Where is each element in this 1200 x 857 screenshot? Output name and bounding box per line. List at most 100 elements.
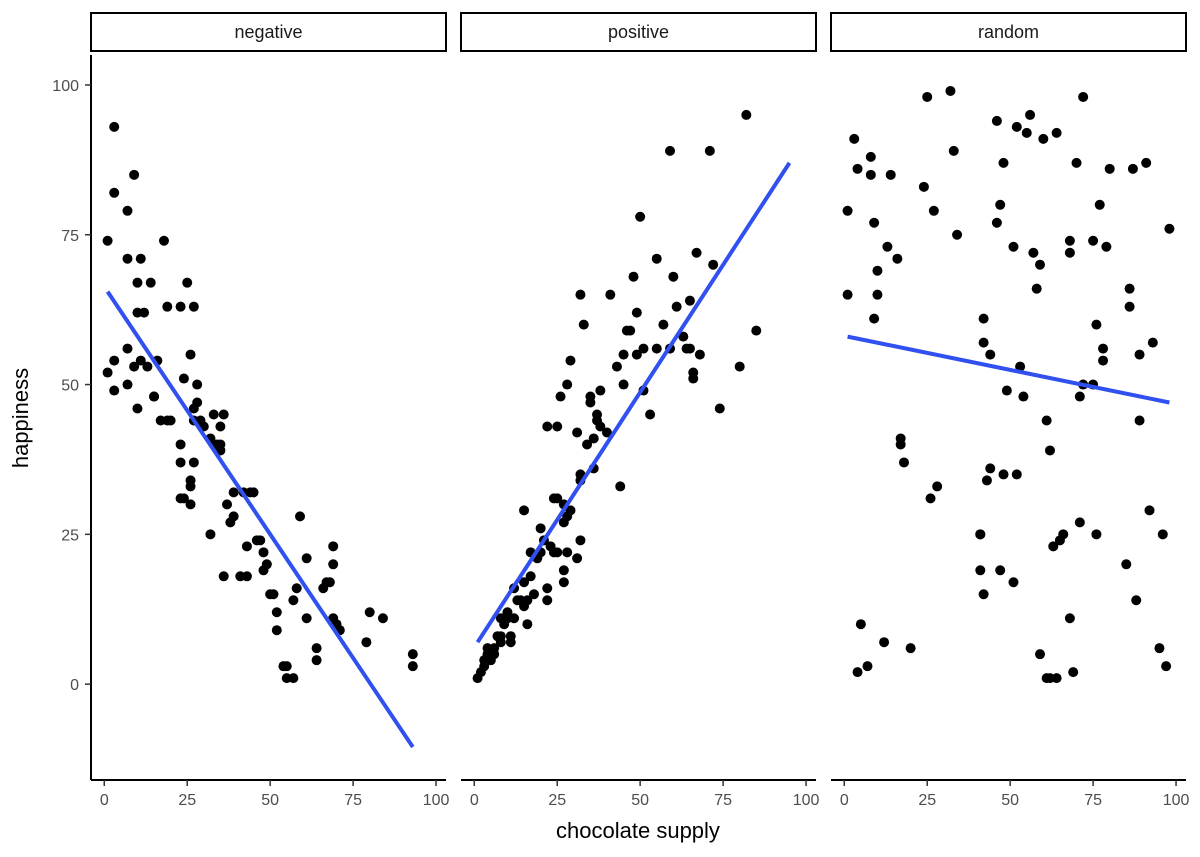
data-point [1008, 577, 1019, 588]
data-point [1121, 559, 1132, 570]
data-point [605, 289, 616, 300]
data-point [109, 187, 120, 198]
fit-line-random [847, 334, 1170, 405]
x-tick-label: 50 [261, 792, 279, 809]
data-point [364, 607, 375, 618]
fit-line-positive [475, 161, 792, 644]
data-point [1091, 319, 1102, 330]
data-point [122, 253, 133, 264]
data-point [522, 619, 533, 630]
data-point [628, 271, 639, 282]
data-point [691, 247, 702, 258]
data-point [1011, 469, 1022, 480]
data-point [1021, 127, 1032, 138]
data-point [122, 343, 133, 354]
data-point [205, 529, 216, 540]
data-point [1001, 385, 1012, 396]
data-point [892, 253, 903, 264]
data-point [572, 427, 583, 438]
data-point [978, 589, 989, 600]
data-point [178, 493, 189, 504]
data-point [1064, 247, 1075, 258]
data-point [295, 511, 306, 522]
data-point [1028, 247, 1039, 258]
data-point [1064, 235, 1075, 246]
data-point [407, 649, 418, 660]
data-point [849, 133, 860, 144]
data-point [311, 643, 322, 654]
data-point [985, 349, 996, 360]
data-point [268, 589, 279, 600]
data-point [505, 637, 516, 648]
data-point [288, 673, 299, 684]
data-point [694, 349, 705, 360]
data-point [535, 523, 546, 534]
data-point [261, 559, 272, 570]
data-point [149, 391, 160, 402]
data-point [301, 553, 312, 564]
data-point [558, 577, 569, 588]
data-point [651, 253, 662, 264]
data-point [601, 427, 612, 438]
data-point [905, 643, 916, 654]
data-point [145, 277, 156, 288]
data-point [842, 205, 853, 216]
data-point [998, 157, 1009, 168]
data-point [1011, 121, 1022, 132]
data-point [852, 163, 863, 174]
data-point [222, 499, 233, 510]
data-point [165, 415, 176, 426]
data-point [291, 583, 302, 594]
data-point [175, 457, 186, 468]
data-point [678, 331, 689, 342]
data-point [879, 637, 890, 648]
data-point [1074, 517, 1085, 528]
data-point [248, 487, 259, 498]
data-point [1071, 157, 1082, 168]
data-point [1134, 415, 1145, 426]
data-point [215, 421, 226, 432]
x-tick-label: 0 [840, 792, 849, 809]
data-point [271, 625, 282, 636]
data-point [255, 535, 266, 546]
data-point [1038, 133, 1049, 144]
data-point [288, 595, 299, 606]
data-point [525, 571, 536, 582]
strip-label-random: random [978, 22, 1039, 42]
data-point [688, 367, 699, 378]
data-point [552, 493, 563, 504]
data-point [975, 529, 986, 540]
x-tick-label: 75 [344, 792, 362, 809]
data-point [952, 229, 963, 240]
data-point [991, 217, 1002, 228]
data-point [1035, 649, 1046, 660]
y-tick-label: 0 [70, 677, 79, 694]
data-point [158, 235, 169, 246]
data-point [1154, 643, 1165, 654]
data-point [842, 289, 853, 300]
data-point [708, 259, 719, 270]
data-point [109, 121, 120, 132]
data-point [595, 421, 606, 432]
fit-line-negative [105, 290, 415, 749]
data-point [555, 391, 566, 402]
data-point [595, 385, 606, 396]
data-point [925, 493, 936, 504]
data-point [185, 349, 196, 360]
data-point [882, 241, 893, 252]
data-point [578, 319, 589, 330]
data-point [1161, 661, 1172, 672]
data-point [975, 565, 986, 576]
strip-label-negative: negative [234, 22, 302, 42]
data-point [1127, 163, 1138, 174]
data-point [865, 151, 876, 162]
data-point [585, 391, 596, 402]
data-point [542, 421, 553, 432]
data-point [1134, 349, 1145, 360]
data-point [215, 439, 226, 450]
data-point [671, 301, 682, 312]
data-point [132, 403, 143, 414]
data-point [102, 367, 113, 378]
data-point [618, 349, 629, 360]
